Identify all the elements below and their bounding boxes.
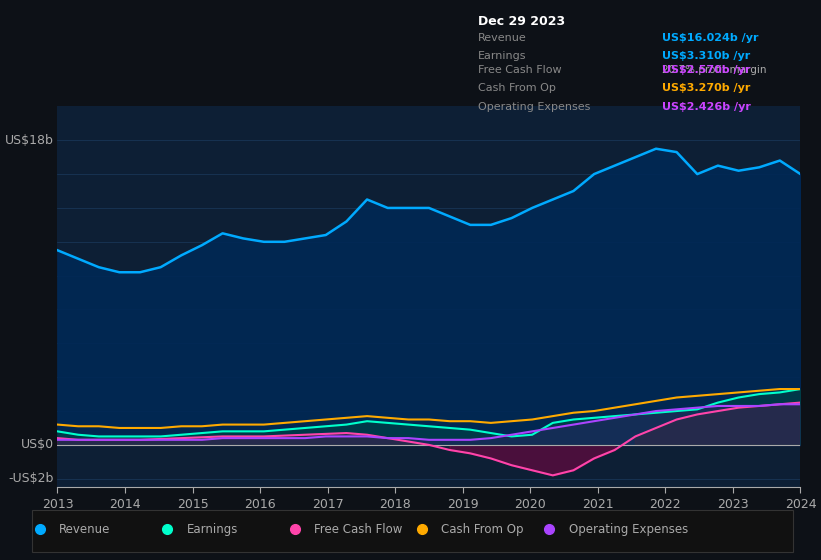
Text: Operating Expenses: Operating Expenses	[478, 102, 590, 111]
Text: US$3.310b /yr: US$3.310b /yr	[662, 51, 750, 61]
Text: Revenue: Revenue	[478, 32, 527, 43]
Text: 20.7% profit margin: 20.7% profit margin	[662, 65, 766, 74]
Text: Earnings: Earnings	[186, 522, 238, 536]
Text: US$2.570b /yr: US$2.570b /yr	[662, 65, 750, 74]
Text: Free Cash Flow: Free Cash Flow	[478, 65, 562, 74]
Text: US$3.270b /yr: US$3.270b /yr	[662, 83, 750, 93]
Text: Free Cash Flow: Free Cash Flow	[314, 522, 402, 536]
Text: US$2.426b /yr: US$2.426b /yr	[662, 102, 750, 111]
Text: -US$2b: -US$2b	[8, 472, 53, 485]
Text: Earnings: Earnings	[478, 51, 526, 61]
Text: US$0: US$0	[21, 438, 53, 451]
Text: US$18b: US$18b	[5, 134, 53, 147]
Text: Revenue: Revenue	[59, 522, 111, 536]
Text: Cash From Op: Cash From Op	[478, 83, 556, 93]
Text: Operating Expenses: Operating Expenses	[569, 522, 688, 536]
Text: US$16.024b /yr: US$16.024b /yr	[662, 32, 758, 43]
Text: Cash From Op: Cash From Op	[442, 522, 524, 536]
Text: Dec 29 2023: Dec 29 2023	[478, 16, 565, 29]
